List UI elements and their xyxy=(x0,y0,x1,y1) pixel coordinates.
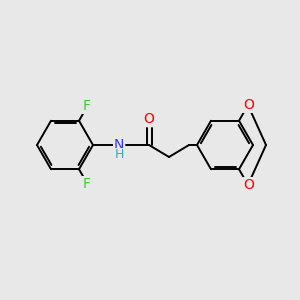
Text: F: F xyxy=(83,177,91,191)
Text: H: H xyxy=(114,148,124,161)
Text: O: O xyxy=(144,112,154,126)
Text: F: F xyxy=(83,99,91,113)
Text: O: O xyxy=(244,98,254,112)
Text: N: N xyxy=(114,138,124,152)
Text: O: O xyxy=(244,178,254,192)
